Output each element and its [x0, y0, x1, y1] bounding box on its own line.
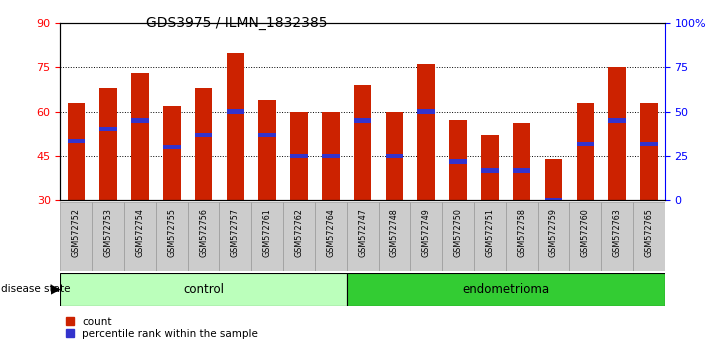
Bar — [354, 118, 371, 122]
Bar — [481, 168, 498, 173]
Text: GSM572765: GSM572765 — [644, 209, 653, 257]
Bar — [163, 105, 181, 200]
Text: GSM572748: GSM572748 — [390, 209, 399, 257]
Text: GSM572759: GSM572759 — [549, 209, 558, 257]
Bar — [156, 202, 188, 271]
Bar — [545, 198, 562, 202]
Text: GSM572750: GSM572750 — [454, 209, 463, 257]
Bar — [322, 154, 340, 158]
Bar — [354, 85, 371, 200]
Bar — [100, 127, 117, 131]
Bar — [347, 273, 665, 306]
Bar — [417, 109, 435, 114]
Text: GSM572747: GSM572747 — [358, 209, 367, 257]
Text: control: control — [183, 283, 224, 296]
Bar — [227, 109, 244, 114]
Bar — [609, 67, 626, 200]
Text: GSM572764: GSM572764 — [326, 209, 336, 257]
Bar — [577, 103, 594, 200]
Bar — [410, 202, 442, 271]
Bar — [60, 273, 347, 306]
Text: GSM572751: GSM572751 — [486, 209, 494, 257]
Bar — [258, 133, 276, 137]
Bar — [220, 202, 251, 271]
Legend: count, percentile rank within the sample: count, percentile rank within the sample — [65, 317, 258, 339]
Bar — [315, 202, 347, 271]
Text: GSM572755: GSM572755 — [167, 209, 176, 257]
Bar — [290, 154, 308, 158]
Text: GSM572763: GSM572763 — [613, 209, 621, 257]
Bar — [124, 202, 156, 271]
Bar — [378, 202, 410, 271]
Bar — [545, 159, 562, 200]
Bar — [60, 202, 92, 271]
Text: GSM572758: GSM572758 — [517, 209, 526, 257]
Bar — [449, 120, 467, 200]
Text: disease state: disease state — [1, 284, 70, 295]
Text: GSM572754: GSM572754 — [136, 209, 144, 257]
Text: GSM572760: GSM572760 — [581, 209, 589, 257]
Bar — [258, 100, 276, 200]
Bar — [195, 88, 213, 200]
Bar — [577, 142, 594, 146]
Bar — [474, 202, 506, 271]
Bar — [92, 202, 124, 271]
Bar — [132, 118, 149, 122]
Bar — [640, 103, 658, 200]
Bar — [188, 202, 220, 271]
Text: GSM572757: GSM572757 — [231, 209, 240, 257]
Bar — [283, 202, 315, 271]
Bar — [449, 159, 467, 164]
Bar — [538, 202, 570, 271]
Bar — [506, 202, 538, 271]
Bar — [609, 118, 626, 122]
Bar — [132, 73, 149, 200]
Text: GSM572753: GSM572753 — [104, 209, 112, 257]
Bar — [195, 133, 213, 137]
Bar — [322, 112, 340, 200]
Text: GSM572762: GSM572762 — [294, 209, 304, 257]
Bar — [513, 123, 530, 200]
Text: GDS3975 / ILMN_1832385: GDS3975 / ILMN_1832385 — [146, 16, 327, 30]
Bar — [163, 145, 181, 149]
Bar — [640, 142, 658, 146]
Bar — [481, 135, 498, 200]
Text: GSM572761: GSM572761 — [262, 209, 272, 257]
Text: GSM572756: GSM572756 — [199, 209, 208, 257]
Text: ▶: ▶ — [51, 283, 61, 296]
Text: GSM572752: GSM572752 — [72, 209, 81, 257]
Bar — [602, 202, 633, 271]
Text: endometrioma: endometrioma — [462, 283, 550, 296]
Bar — [513, 168, 530, 173]
Bar — [100, 88, 117, 200]
Bar — [347, 202, 378, 271]
Bar — [633, 202, 665, 271]
Bar — [227, 52, 244, 200]
Bar — [290, 112, 308, 200]
Bar — [570, 202, 602, 271]
Bar — [385, 112, 403, 200]
Bar — [417, 64, 435, 200]
Bar — [68, 139, 85, 143]
Bar — [442, 202, 474, 271]
Text: GSM572749: GSM572749 — [422, 209, 431, 257]
Bar — [251, 202, 283, 271]
Bar — [68, 103, 85, 200]
Bar — [385, 154, 403, 158]
